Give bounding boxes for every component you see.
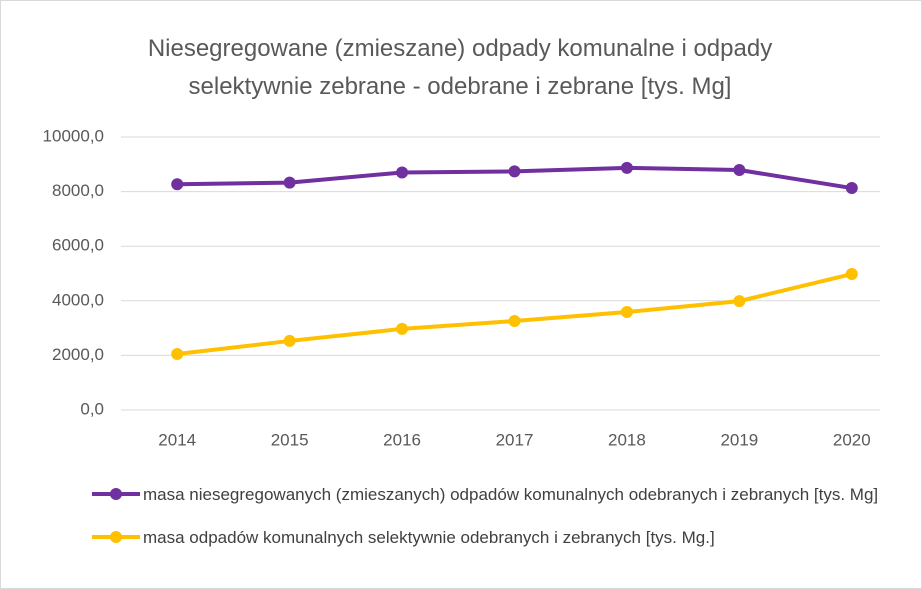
data-point	[845, 182, 858, 195]
legend-swatch	[92, 531, 140, 543]
data-point	[171, 178, 184, 191]
legend: masa niesegregowanych (zmieszanych) odpa…	[90, 480, 880, 566]
legend-label: masa odpadów komunalnych selektywnie ode…	[143, 528, 715, 547]
x-tick-label: 2018	[608, 430, 646, 449]
y-tick-label: 10000,0	[43, 126, 104, 145]
data-point	[283, 176, 296, 189]
data-point	[620, 161, 633, 174]
x-tick-label: 2016	[383, 430, 421, 449]
legend-item: masa odpadów komunalnych selektywnie ode…	[90, 523, 880, 552]
legend-marker	[110, 531, 122, 543]
x-tick-label: 2014	[158, 430, 196, 449]
legend-label: masa niesegregowanych (zmieszanych) odpa…	[143, 485, 879, 504]
chart-title: Niesegregowane (zmieszane) odpady komuna…	[60, 30, 860, 106]
y-tick-label: 8000,0	[52, 181, 104, 200]
x-tick-label: 2015	[271, 430, 309, 449]
data-point	[845, 268, 858, 281]
data-point	[620, 305, 633, 318]
data-point	[171, 348, 184, 361]
y-tick-label: 6000,0	[52, 236, 104, 255]
y-tick-label: 4000,0	[52, 290, 104, 309]
legend-marker	[110, 488, 122, 500]
data-point	[508, 315, 521, 328]
data-point	[396, 166, 409, 179]
data-point	[283, 334, 296, 347]
title-line: Niesegregowane (zmieszane) odpady komuna…	[147, 35, 773, 62]
legend-item: masa niesegregowanych (zmieszanych) odpa…	[90, 480, 880, 509]
x-tick-label: 2019	[720, 430, 758, 449]
legend-swatch	[92, 488, 140, 500]
data-point	[396, 322, 409, 335]
x-tick-label: 2017	[496, 430, 534, 449]
data-point	[733, 164, 746, 177]
data-point	[733, 295, 746, 308]
y-tick-label: 0,0	[80, 399, 104, 418]
y-tick-label: 2000,0	[52, 345, 104, 364]
x-tick-label: 2020	[833, 430, 871, 449]
data-point	[508, 165, 521, 178]
title-line: selektywnie zebrane - odebrane i zebrane…	[188, 73, 732, 100]
